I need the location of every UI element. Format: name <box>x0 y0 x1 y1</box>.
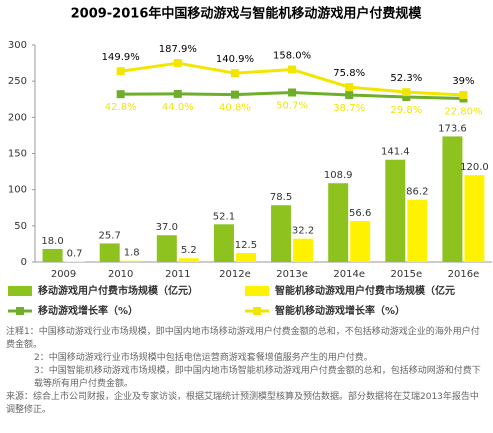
line-marker <box>288 88 297 97</box>
legend-label: 智能机移动游戏增长率（%） <box>275 304 405 317</box>
x-tick-label: 2012e <box>219 269 251 280</box>
bar <box>464 175 485 262</box>
bar-label: 78.5 <box>270 192 292 203</box>
bar <box>235 252 256 262</box>
bar-label: 12.5 <box>235 240 257 251</box>
legend-swatch <box>253 307 261 315</box>
line-label: 38.7% <box>333 103 365 114</box>
bar-label: 25.7 <box>99 230 121 241</box>
legend-label: 智能机移动游戏用户付费市场规模（亿元 <box>275 284 455 297</box>
line-marker <box>173 89 182 98</box>
line-label: 140.9% <box>216 54 254 65</box>
x-tick-label: 2011 <box>165 269 190 280</box>
bar <box>328 183 349 262</box>
bar-label: 56.6 <box>349 208 371 219</box>
y-tick-label: 50 <box>14 221 27 232</box>
line-label: 22.80% <box>444 106 482 117</box>
line-marker <box>288 65 297 74</box>
bar <box>271 205 292 262</box>
y-tick-label: 0 <box>21 257 27 268</box>
bar <box>442 136 463 262</box>
line-label: 52.3% <box>390 73 422 84</box>
bar <box>121 260 142 262</box>
line-label: 158.0% <box>273 51 311 62</box>
bar <box>42 248 63 262</box>
line-label: 40.8% <box>219 103 251 114</box>
bar-label: 52.1 <box>213 211 235 222</box>
bar <box>407 199 428 262</box>
line-label: 50.7% <box>276 100 308 111</box>
bar <box>178 258 199 262</box>
line-marker <box>230 90 239 99</box>
line-label: 39% <box>452 76 474 87</box>
line-marker <box>402 92 411 101</box>
bar <box>293 238 314 262</box>
legend-swatch <box>8 286 32 296</box>
bar-label: 1.8 <box>124 248 140 259</box>
legend-swatch <box>245 286 269 296</box>
y-tick-label: 150 <box>8 149 27 160</box>
line-label: 29.8% <box>390 105 422 116</box>
line-marker <box>459 90 468 99</box>
note: 注释1：中国移动游戏行业市场规模，即中国内地市场移动游戏用户付费金额的总和，不包… <box>6 327 480 350</box>
bar-label: 108.9 <box>324 170 353 181</box>
x-tick-label: 2014e <box>333 269 365 280</box>
bar <box>385 159 406 262</box>
y-tick-label: 200 <box>8 112 27 123</box>
bar-label: 173.6 <box>438 123 467 134</box>
note: 2：中国移动游戏行业市场规模中包括电信运营商游戏套餐增值服务产生的用户付费。 <box>34 353 373 363</box>
bar-label: 141.4 <box>381 147 410 158</box>
line-marker <box>230 69 239 78</box>
x-tick-label: 2009 <box>51 269 76 280</box>
legend-swatch <box>16 307 24 315</box>
y-tick-label: 250 <box>8 76 27 87</box>
line-label: 187.9% <box>159 44 197 55</box>
line-marker <box>173 59 182 68</box>
bar <box>64 261 85 262</box>
line-label: 42.8% <box>105 102 137 113</box>
bar <box>99 243 120 262</box>
line-marker <box>402 88 411 97</box>
line-label: 75.8% <box>333 68 365 79</box>
bar-label: 18.0 <box>41 236 63 247</box>
line-marker <box>116 90 125 99</box>
x-tick-label: 2013e <box>276 269 308 280</box>
chart: 2009-2016年中国移动游戏与智能机移动游戏用户付费规模 0 50 100 150… <box>8 6 492 317</box>
bar-label: 86.2 <box>406 187 428 198</box>
bar-label: 5.2 <box>181 245 197 256</box>
chart-title: 2009-2016年中国移动游戏与智能机移动游戏用户付费规模 <box>71 6 423 22</box>
bar <box>213 224 234 262</box>
bar <box>350 221 371 262</box>
y-tick-label: 100 <box>8 185 27 196</box>
line-marker <box>116 67 125 76</box>
bar-label: 0.7 <box>67 248 83 259</box>
line-label: 44.0% <box>162 102 194 113</box>
note: 3：中国智能机移动游戏市场规模，即中国内地市场智能机移动游戏用户付费金额的总和，… <box>34 366 481 389</box>
bar-label: 120.0 <box>460 162 489 173</box>
bar-label: 37.0 <box>156 222 178 233</box>
x-tick-label: 2015e <box>391 269 423 280</box>
note: 来源：综合上市公司财报，企业及专家访谈，根据艾瑞统计预测模型核算及预估数据。部分… <box>6 392 479 415</box>
line-marker <box>345 83 354 92</box>
line-label: 149.9% <box>102 52 140 63</box>
legend-label: 移动游戏增长率（%） <box>38 304 138 317</box>
y-tick-label: 300 <box>8 40 27 51</box>
x-tick-label: 2016e <box>448 269 480 280</box>
bar-label: 32.2 <box>292 226 314 237</box>
x-tick-label: 2010 <box>108 269 133 280</box>
line-marker <box>345 91 354 100</box>
bar <box>156 235 177 262</box>
legend-label: 移动游戏用户付费市场规模（亿元） <box>38 284 198 297</box>
notes: 注释1：中国移动游戏行业市场规模，即中国内地市场移动游戏用户付费金额的总和，不包… <box>6 326 484 417</box>
